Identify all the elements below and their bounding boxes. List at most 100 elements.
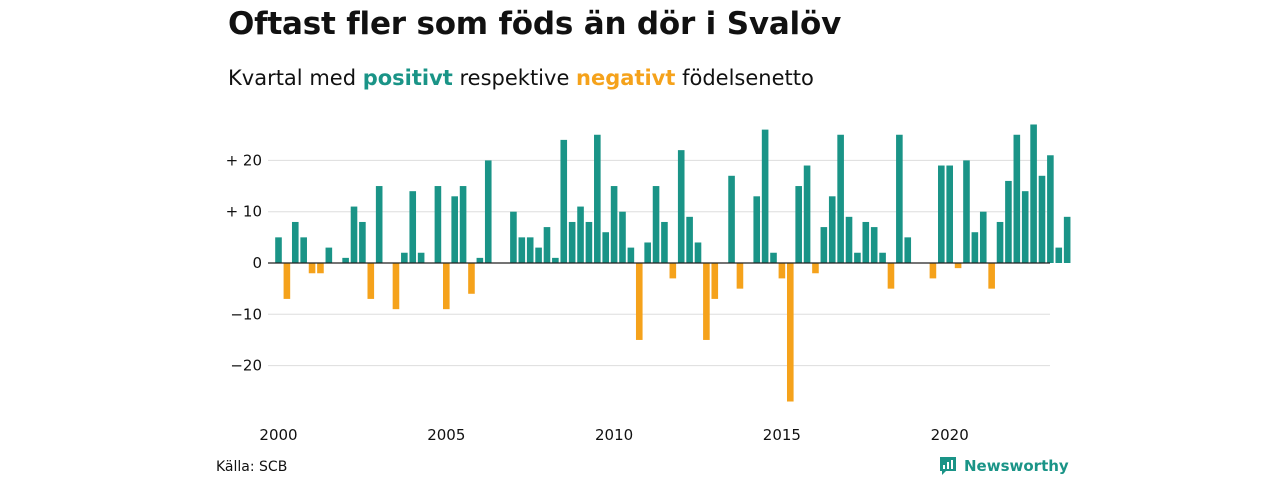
bar-negative <box>954 263 962 269</box>
bar-positive <box>1038 175 1046 263</box>
bar-positive <box>879 252 886 263</box>
x-tick-label: 2000 <box>259 426 297 444</box>
bar-positive <box>434 186 442 263</box>
bar-positive <box>896 134 903 263</box>
bar-positive <box>971 232 979 263</box>
bar-positive <box>795 186 802 263</box>
bar-negative <box>317 263 324 274</box>
bar-negative <box>887 263 895 289</box>
bar-positive <box>1005 180 1012 263</box>
bar-positive <box>451 196 458 263</box>
y-tick-label: + 10 <box>226 203 262 221</box>
x-tick-label: 2015 <box>763 426 801 444</box>
bars <box>275 124 1071 402</box>
bar-positive <box>1021 191 1029 263</box>
bar-positive <box>904 237 912 263</box>
bar-negative <box>283 263 291 299</box>
bar-positive <box>300 237 307 263</box>
bar-positive <box>484 160 492 263</box>
brand-name: Newsworthy <box>964 457 1069 475</box>
bar-negative <box>703 263 710 340</box>
subtitle-middle: respektive <box>452 66 577 90</box>
bar-positive <box>677 150 685 263</box>
bar-negative <box>812 263 819 274</box>
bar-positive <box>845 216 853 263</box>
y-tick-label: 0 <box>252 254 262 272</box>
bar-positive <box>652 186 660 263</box>
subtitle-negative-label: negativt <box>576 66 676 90</box>
bar-positive <box>644 242 651 263</box>
bar-negative <box>929 263 937 279</box>
bar-positive <box>963 160 970 263</box>
x-tick-label: 2005 <box>427 426 465 444</box>
bar-positive <box>686 216 693 263</box>
bar-negative <box>443 263 450 310</box>
bar-positive <box>938 165 945 263</box>
bar-positive <box>870 227 878 263</box>
subtitle-positive-label: positivt <box>362 66 453 90</box>
bar-negative <box>988 263 995 289</box>
bar-positive <box>627 247 635 263</box>
bar-positive <box>359 221 366 263</box>
subtitle-suffix: födelsenetto <box>675 66 814 90</box>
bar-positive <box>761 129 769 263</box>
bar-positive <box>820 227 828 263</box>
bar-positive <box>1030 124 1037 264</box>
bar-positive <box>753 196 761 263</box>
bar-positive <box>661 221 668 263</box>
bar-negative <box>635 263 643 340</box>
bar-positive <box>552 257 559 263</box>
bar-positive <box>518 237 526 263</box>
bar-positive <box>828 196 836 263</box>
bar-positive <box>1055 247 1063 263</box>
bar-negative <box>711 263 719 299</box>
bar-negative <box>786 263 794 402</box>
bar-positive <box>1013 134 1021 263</box>
bar-negative <box>308 263 316 274</box>
chart-subtitle: Kvartal med positivt respektive negativt… <box>228 66 814 90</box>
bar-positive <box>342 257 349 263</box>
chart-title: Oftast fler som föds än dör i Svalöv <box>228 6 842 42</box>
bar-negative <box>736 263 744 289</box>
bar-positive <box>602 232 610 263</box>
bar-positive <box>594 134 601 263</box>
bar-positive <box>1047 155 1054 263</box>
bar-positive <box>837 134 844 263</box>
bar-positive <box>275 237 282 263</box>
bar-positive <box>694 242 702 263</box>
subtitle-prefix: Kvartal med <box>228 66 363 90</box>
brand-logo: Newsworthy <box>938 456 1069 476</box>
source-note: Källa: SCB <box>216 459 288 475</box>
x-tick-label: 2010 <box>595 426 633 444</box>
bar-negative <box>367 263 375 299</box>
x-tick-label: 2020 <box>931 426 969 444</box>
bar-negative <box>468 263 475 294</box>
y-tick-label: −10 <box>230 305 262 323</box>
y-tick-label: + 20 <box>226 151 262 169</box>
bar-positive <box>325 247 333 263</box>
bar-positive <box>577 206 584 263</box>
newsworthy-logo-icon <box>940 457 956 475</box>
bar-positive <box>535 247 542 263</box>
bar-positive <box>728 175 735 263</box>
bar-positive <box>946 165 953 263</box>
bar-positive <box>770 252 777 263</box>
y-tick-label: −20 <box>230 357 262 375</box>
bar-positive <box>862 221 870 263</box>
bar-positive <box>619 211 626 263</box>
bar-positive <box>375 186 383 263</box>
bar-positive <box>560 139 568 263</box>
bar-positive <box>1063 216 1071 263</box>
bar-positive <box>510 211 517 263</box>
bar-positive <box>476 257 484 263</box>
bar-positive <box>409 191 417 263</box>
bar-positive <box>979 211 987 263</box>
bar-positive <box>401 252 408 263</box>
bar-positive <box>350 206 358 263</box>
bar-positive <box>610 186 618 263</box>
x-axis-ticks: 2000 2005 2010 2015 2020 <box>259 426 968 444</box>
bar-positive <box>803 165 811 263</box>
bar-positive <box>291 221 299 263</box>
bar-positive <box>568 221 576 263</box>
